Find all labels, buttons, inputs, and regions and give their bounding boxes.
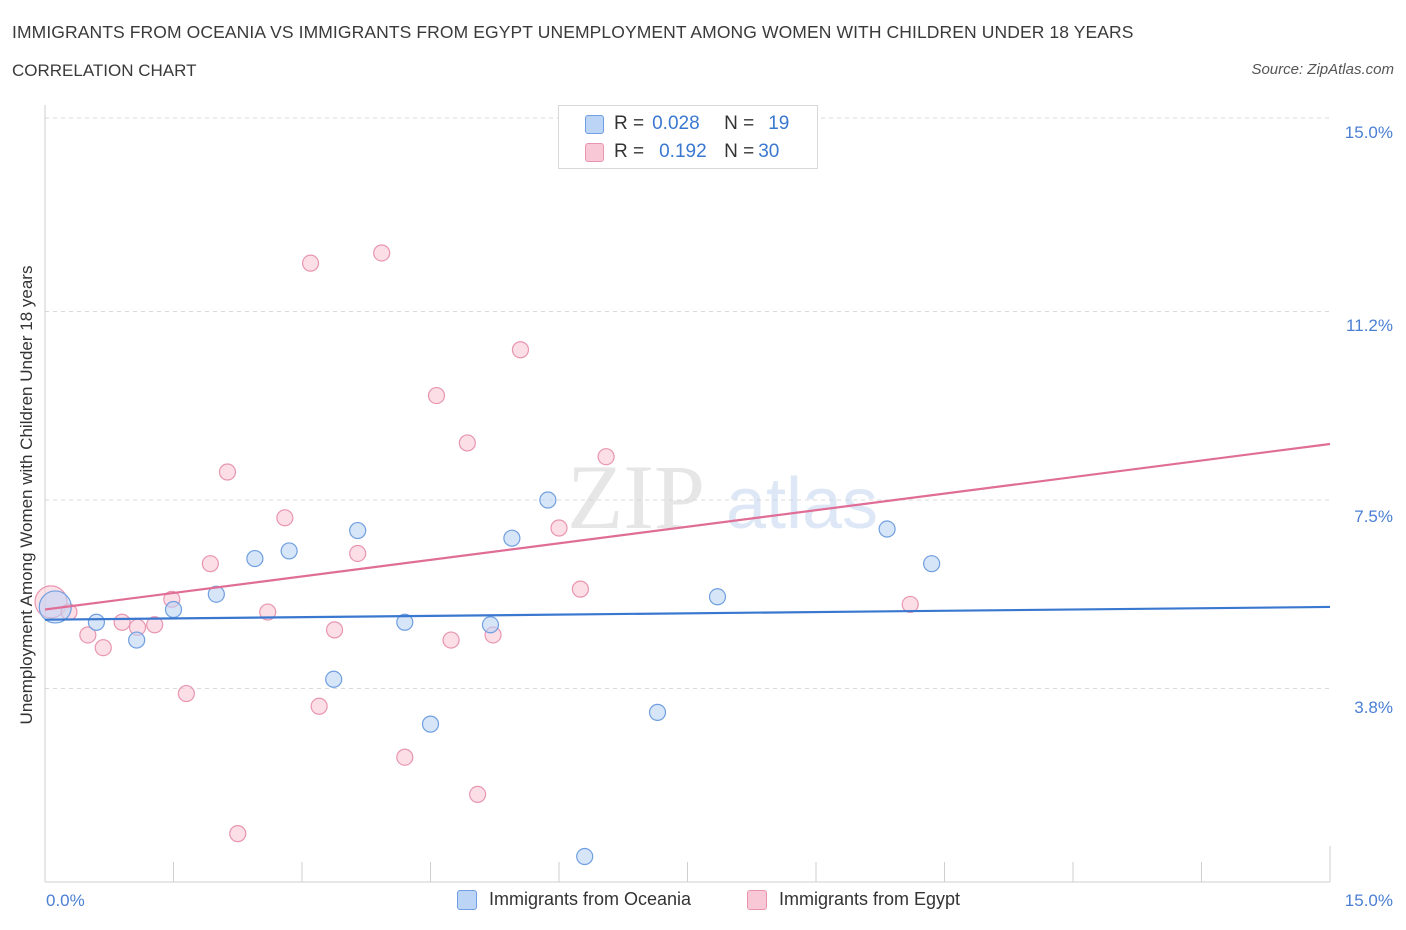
egypt-trend-line	[44, 442, 1331, 611]
oceania-point	[503, 529, 521, 547]
egypt-point	[79, 626, 97, 644]
bottom-legend-egypt: Immigrants from Egypt	[747, 889, 960, 910]
egypt-point	[550, 519, 568, 537]
egypt-point	[901, 595, 919, 614]
legend-row-oceania: R = 0.028 N = 19	[585, 112, 789, 136]
egypt-point	[201, 555, 219, 573]
x-tick-label-max: 15.0%	[1344, 891, 1393, 910]
egypt-point	[349, 544, 367, 563]
oceania-swatch	[585, 114, 604, 134]
oceania-point	[539, 491, 557, 509]
bottom-legend-oceania: Immigrants from Oceania	[457, 889, 691, 910]
oceania-point	[280, 542, 298, 560]
oceania-point	[648, 703, 667, 721]
egypt-swatch	[585, 142, 604, 162]
watermark-atlas: atlas	[726, 464, 878, 544]
egypt-legend-swatch	[747, 889, 767, 910]
oceania-point	[325, 670, 343, 688]
watermark-zip: ZIP	[567, 446, 705, 548]
egypt-point	[94, 639, 112, 657]
legend-row-egypt: R = 0.192 N = 30	[585, 140, 779, 164]
legend-r-value: 0.028	[652, 113, 700, 134]
egypt-point	[146, 616, 164, 634]
legend-n-label: N =	[724, 113, 755, 134]
oceania-point	[207, 585, 225, 603]
egypt-point	[597, 448, 615, 466]
egypt-point	[218, 463, 237, 481]
oceania-point	[481, 616, 500, 634]
egypt-point	[229, 825, 247, 843]
oceania-point	[164, 600, 183, 619]
y-tick-label: 11.2%	[1346, 316, 1393, 335]
source-credit: Source: ZipAtlas.com	[1251, 61, 1394, 78]
legend-r-label: R =	[614, 141, 645, 162]
oceania-point	[923, 555, 941, 573]
trend-lines	[44, 442, 1331, 621]
egypt-point	[310, 697, 328, 715]
egypt-legend-label: Immigrants from Egypt	[779, 889, 961, 909]
oceania-point	[349, 521, 367, 540]
oceania-point	[878, 520, 896, 538]
egypt-point	[396, 748, 414, 766]
legend-n-value: 19	[768, 113, 790, 134]
stats-legend: R = 0.028 N = 19 R = 0.192 N = 30	[558, 105, 818, 169]
egypt-point	[113, 613, 131, 631]
y-tick-label: 7.5%	[1354, 507, 1393, 526]
egypt-point	[177, 684, 195, 703]
chart-title: IMMIGRANTS FROM OCEANIA VS IMMIGRANTS FR…	[12, 22, 1134, 42]
egypt-point	[301, 254, 320, 272]
egypt-point	[469, 785, 487, 803]
legend-r-label: R =	[614, 113, 645, 134]
y-axis-label: Unemployment Among Women with Children U…	[17, 265, 36, 725]
axes	[44, 105, 1331, 883]
egypt-point	[571, 580, 590, 598]
watermark: ZIP atlas	[567, 446, 878, 548]
oceania-point	[87, 613, 106, 631]
egypt-point	[276, 509, 294, 527]
egypt-point	[259, 603, 277, 621]
oceania-point	[128, 631, 146, 649]
data-points	[34, 244, 941, 866]
oceania-legend-label: Immigrants from Oceania	[489, 889, 692, 909]
egypt-point	[427, 386, 446, 405]
oceania-point	[708, 588, 727, 606]
legend-n-label: N =	[724, 141, 755, 162]
egypt-point	[458, 434, 476, 452]
legend-r-value: 0.192	[659, 141, 707, 162]
oceania-point	[421, 715, 440, 733]
egypt-point	[442, 631, 460, 649]
gridlines	[45, 117, 1330, 689]
oceania-trend-line	[44, 605, 1331, 621]
chart-subtitle: CORRELATION CHART	[12, 61, 197, 80]
oceania-point	[396, 613, 414, 631]
egypt-point	[325, 621, 344, 639]
oceania-point	[576, 847, 594, 866]
y-tick-label: 15.0%	[1344, 123, 1393, 142]
legend-n-value: 30	[758, 141, 780, 162]
egypt-point	[511, 341, 530, 359]
egypt-point	[373, 244, 391, 262]
y-tick-label: 3.8%	[1354, 698, 1393, 717]
oceania-point	[246, 549, 264, 568]
x-tick-label-min: 0.0%	[46, 891, 85, 910]
oceania-legend-swatch	[457, 889, 477, 910]
